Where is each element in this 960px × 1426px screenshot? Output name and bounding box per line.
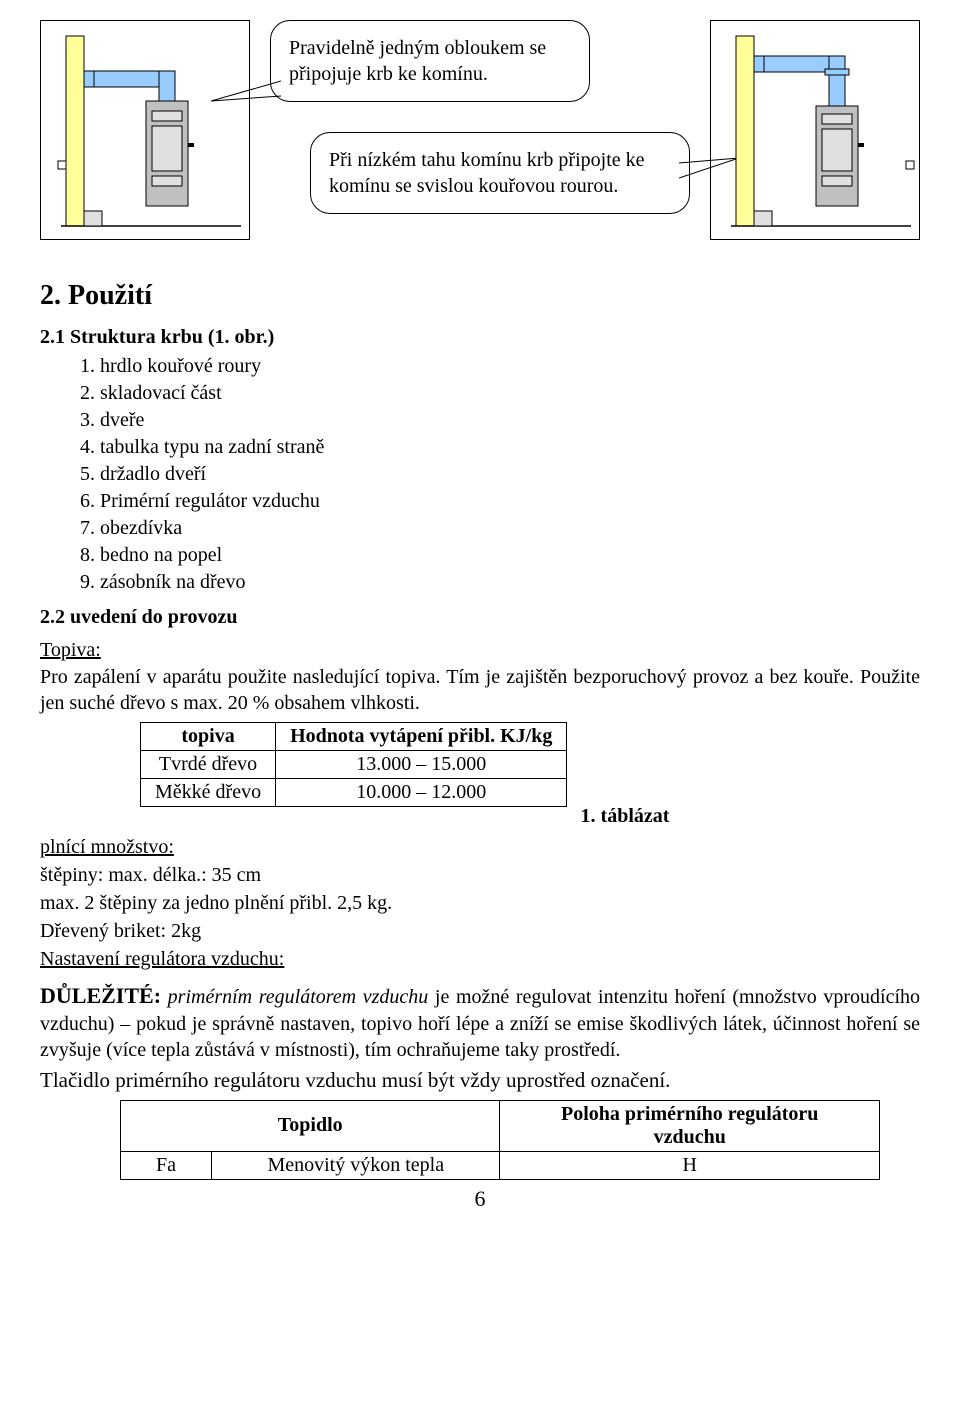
reg-header-right-l1: Poloha primérního regulátoru — [561, 1103, 818, 1125]
reg-cell: Fa — [121, 1151, 212, 1179]
reg-header-left: Topidlo — [121, 1100, 500, 1151]
stepiny-line: štěpiny: max. délka.: 35 cm — [40, 862, 920, 888]
stove-diagram-left — [40, 20, 250, 240]
stove-right-svg — [711, 21, 921, 241]
important-italic: primérním regulátorem vzduchu — [168, 986, 429, 1008]
subsection-2-1-title: 2.1 Struktura krbu (1. obr.) — [40, 326, 920, 349]
regulator-table: Topidlo Poloha primérního regulátoru vzd… — [120, 1100, 880, 1180]
tlacidlo-line: Tlačidlo primérního regulátoru vzduchu m… — [40, 1067, 920, 1094]
struct-item: zásobník na dřevo — [100, 569, 920, 596]
fuel-table-header: topiva — [141, 723, 276, 751]
fuel-table: topiva Hodnota vytápení přibl. KJ/kg Tvr… — [140, 722, 567, 807]
topiva-label: Topiva: — [40, 639, 101, 661]
struct-item: tabulka typu na zadní straně — [100, 434, 920, 461]
struct-item: skladovací část — [100, 380, 920, 407]
fuel-table-header: Hodnota vytápení přibl. KJ/kg — [276, 723, 567, 751]
plnici-label: plnící množstvo: — [40, 836, 174, 858]
section-2-heading: 2. Použití — [40, 280, 920, 312]
stove-left-svg — [41, 21, 251, 241]
reg-cell: Menovitý výkon tepla — [212, 1151, 500, 1179]
briket-line: Dřevený briket: 2kg — [40, 918, 920, 944]
topiva-paragraph: Pro zapálení v aparátu použite nasledují… — [40, 664, 920, 716]
callout-1-text: Pravidelně jedným obloukem se připojuje … — [289, 37, 546, 85]
subsection-2-2-title: 2.2 uvedení do provozu — [40, 606, 237, 628]
struct-item: obezdívka — [100, 515, 920, 542]
page-number: 6 — [40, 1186, 920, 1212]
struct-item: bedno na popel — [100, 542, 920, 569]
fuel-table-cell: 10.000 – 12.000 — [276, 779, 567, 807]
structure-list: hrdlo kouřové roury skladovací část dveř… — [100, 353, 920, 596]
nastaveni-label: Nastavení regulátora vzduchu: — [40, 948, 284, 970]
callout-1-pointer — [211, 71, 281, 111]
reg-header-right: Poloha primérního regulátoru vzduchu — [500, 1100, 880, 1151]
top-diagram-row: Pravidelně jedným obloukem se připojuje … — [40, 20, 920, 240]
callout-bubble-2: Při nízkém tahu komínu krb připojte ke k… — [310, 132, 690, 214]
fuel-table-cell: 13.000 – 15.000 — [276, 751, 567, 779]
callout-bubble-1: Pravidelně jedným obloukem se připojuje … — [270, 20, 590, 102]
struct-item: dveře — [100, 407, 920, 434]
important-paragraph: DŮLEŽITÉ: primérním regulátorem vzduchu … — [40, 982, 920, 1063]
struct-item: hrdlo kouřové roury — [100, 353, 920, 380]
fuel-table-cell: Měkké dřevo — [141, 779, 276, 807]
fuel-table-cell: Tvrdé dřevo — [141, 751, 276, 779]
struct-item: Primérní regulátor vzduchu — [100, 488, 920, 515]
struct-item: držadlo dveří — [100, 461, 920, 488]
callout-2-text: Při nízkém tahu komínu krb připojte ke k… — [329, 149, 645, 197]
callouts-column: Pravidelně jedným obloukem se připojuje … — [260, 20, 700, 240]
reg-header-right-l2: vzduchu — [654, 1126, 726, 1148]
stove-diagram-right — [710, 20, 920, 240]
table-caption: 1. táblázat — [330, 805, 920, 828]
important-label: DŮLEŽITÉ: — [40, 983, 161, 1008]
max-stepiny-line: max. 2 štěpiny za jedno plnění přibl. 2,… — [40, 890, 920, 916]
reg-cell: H — [500, 1151, 880, 1179]
